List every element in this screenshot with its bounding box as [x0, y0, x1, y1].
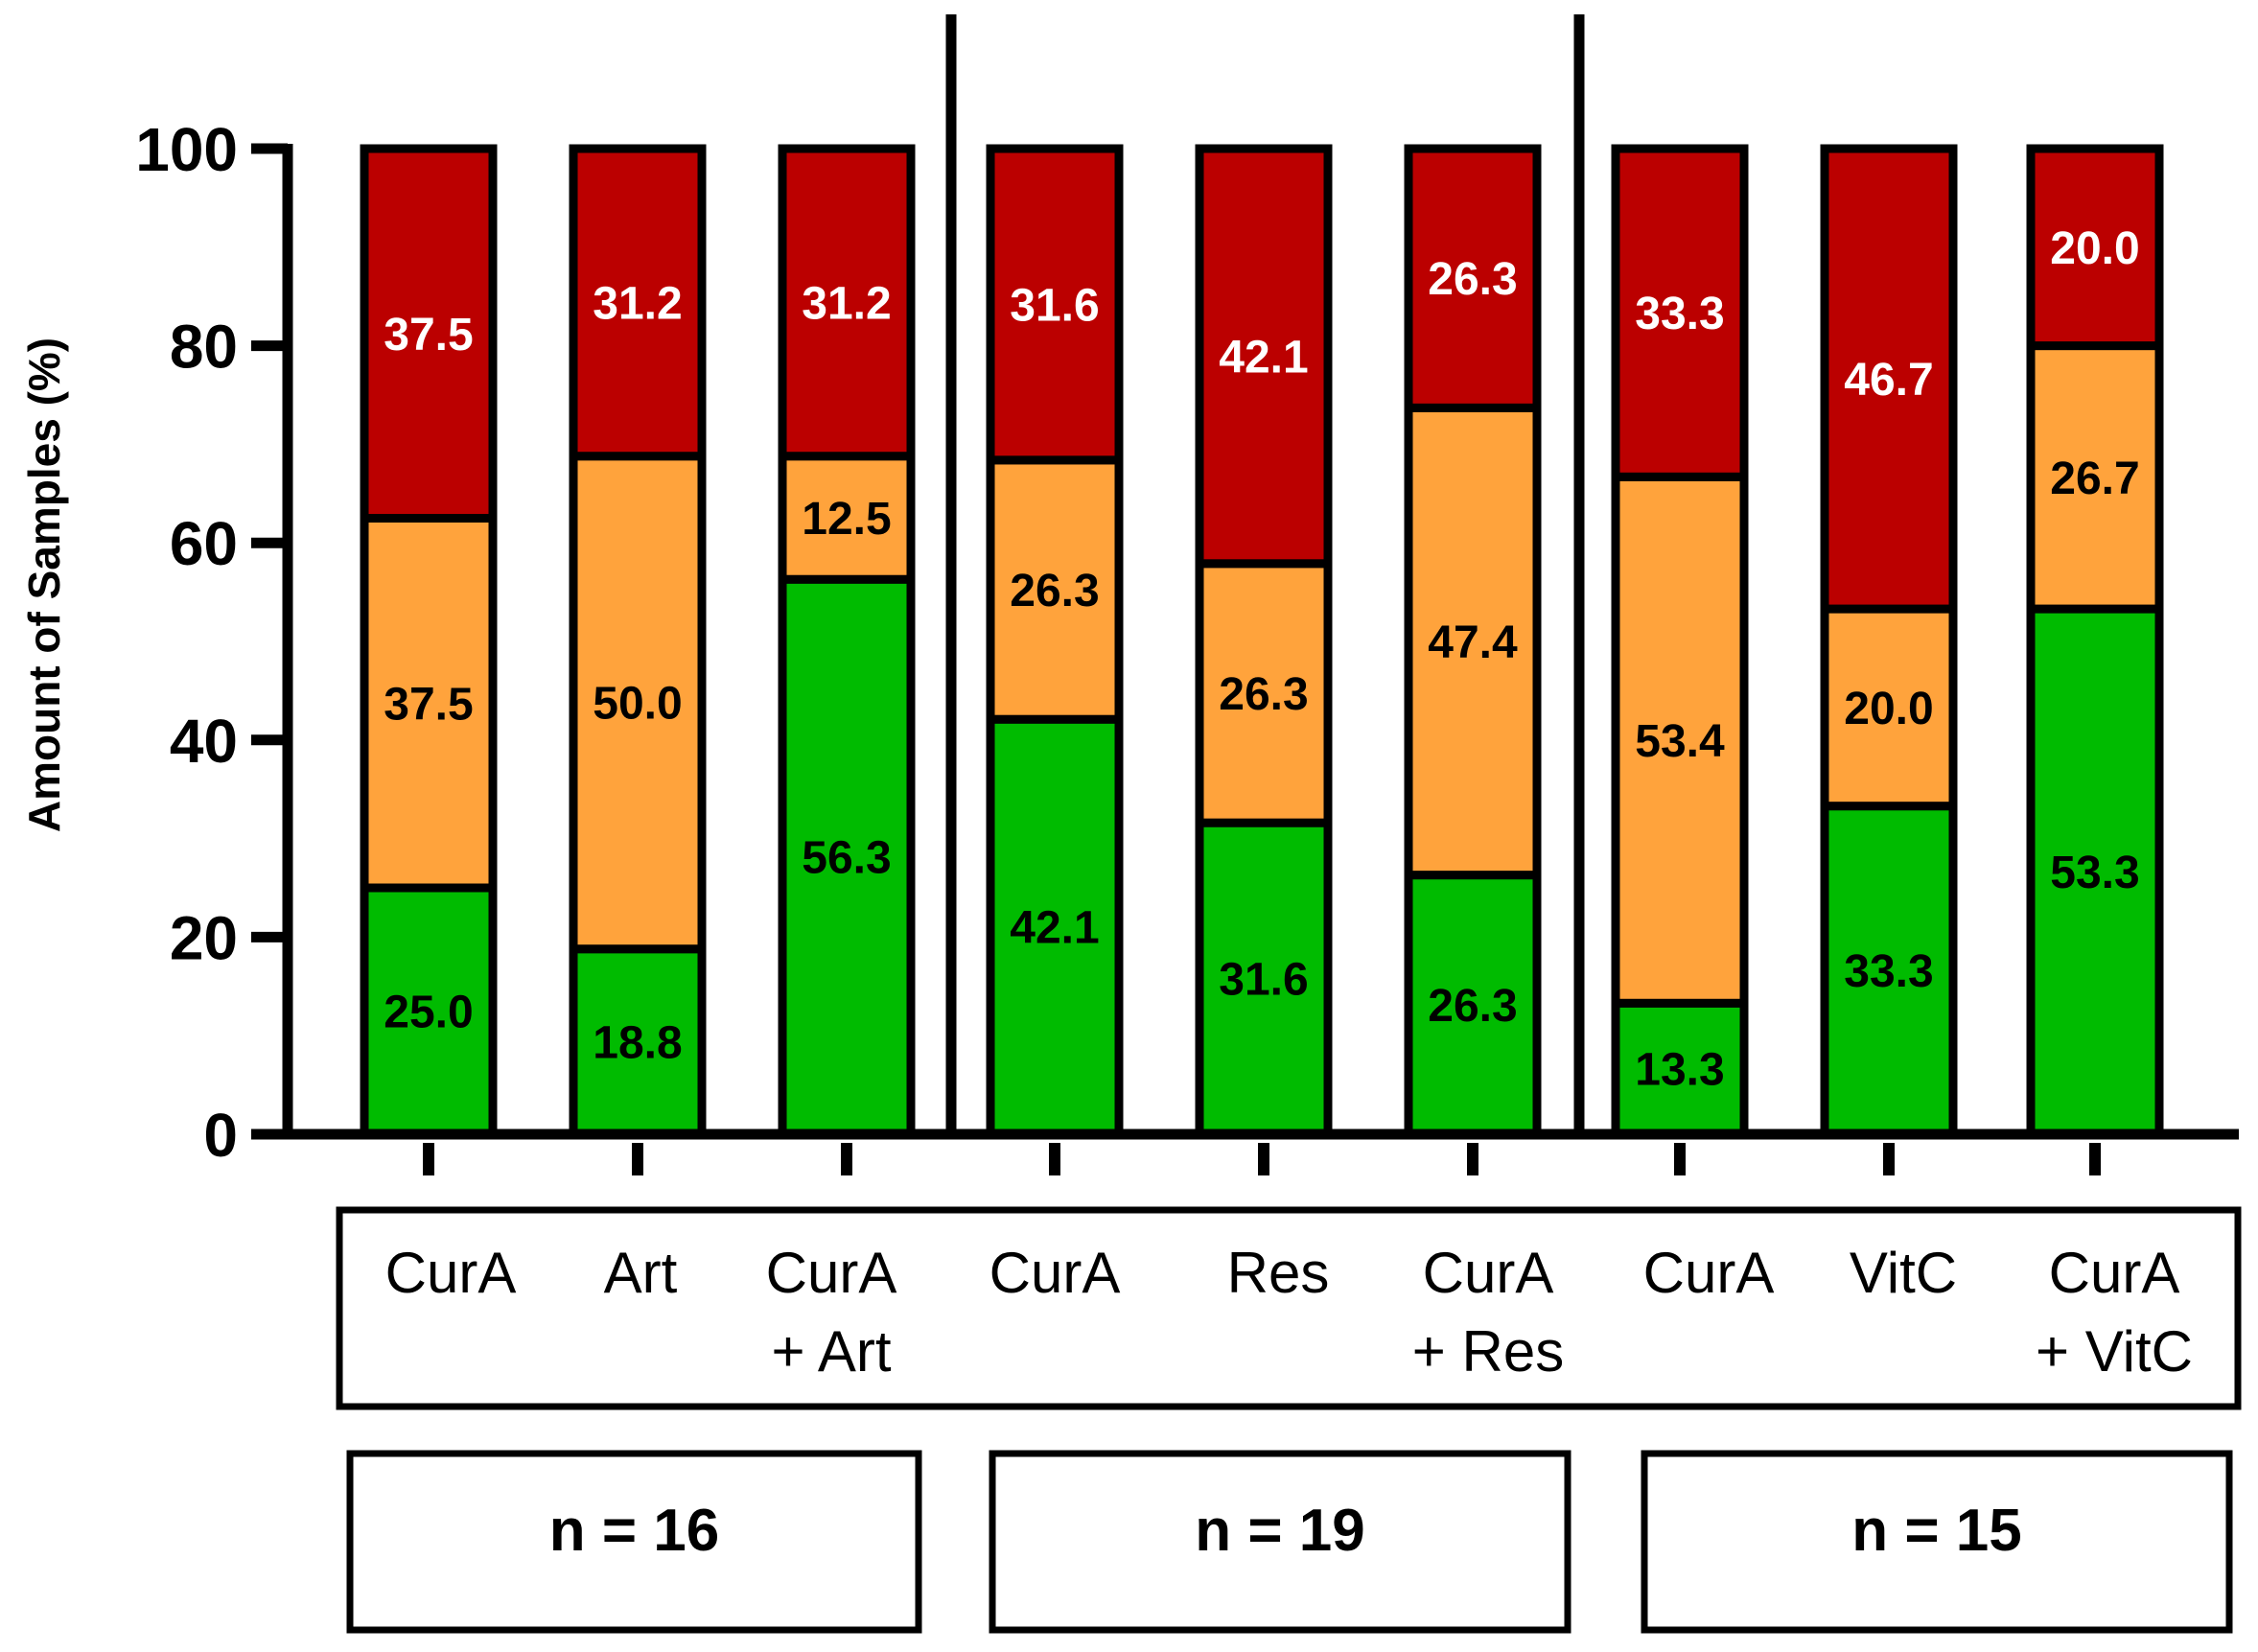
data-label-orange: 26.3 [1219, 669, 1308, 720]
category-label: + VitC [2036, 1319, 2193, 1384]
bar-7: 13.3 53.4 33.3 [1611, 144, 1749, 1139]
data-label-red: 37.5 [384, 310, 473, 361]
y-axis-title-group: Amount of Samples (%) [19, 337, 69, 832]
data-label-orange: 26.7 [2050, 454, 2139, 504]
data-label-green: 13.3 [1635, 1045, 1724, 1096]
data-label-green: 25.0 [384, 988, 473, 1038]
category-label: CurA [2049, 1241, 2180, 1305]
segment-orange [986, 455, 1124, 724]
data-label-orange: 20.0 [1844, 684, 1933, 734]
group-n-label: n = 19 [1195, 1498, 1365, 1564]
y-axis-title: Amount of Samples (%) [19, 337, 69, 832]
data-label-orange: 26.3 [1010, 566, 1099, 617]
bar-8: 33.3 20.0 46.7 [1820, 144, 1958, 1139]
category-label: CurA [989, 1241, 1121, 1305]
axes-layer [282, 14, 2239, 1175]
category-label: + Res [1412, 1319, 1564, 1384]
bar-1: 25.0 37.5 37.5 [360, 144, 498, 1139]
y-ticks-layer: 0 20 40 60 80 100 [135, 115, 288, 1170]
category-label: Res [1227, 1241, 1330, 1305]
data-label-green: 31.6 [1219, 955, 1308, 1006]
category-label: CurA [766, 1241, 897, 1305]
y-tick-label: 40 [170, 707, 238, 776]
bar-3: 56.3 12.5 31.2 [778, 144, 916, 1139]
data-label-green: 56.3 [802, 833, 891, 884]
data-label-red: 33.3 [1635, 289, 1724, 339]
group-box-3 [1641, 1450, 2233, 1634]
data-label-orange: 12.5 [802, 494, 891, 545]
category-box [336, 1206, 2242, 1410]
bars-layer: 25.0 37.5 37.5 18.8 50.0 31.2 56.3 12.5 31.2 42.1… [360, 144, 2164, 1139]
bar-5: 31.6 26.3 42.1 [1195, 144, 1333, 1139]
data-label-green: 42.1 [1010, 903, 1099, 954]
segment-orange [778, 452, 916, 584]
category-label: Art [604, 1241, 678, 1305]
segment-green [986, 714, 1124, 1139]
data-label-green: 18.8 [593, 1017, 682, 1068]
segment-red [360, 144, 498, 523]
y-tick-label: 20 [170, 903, 238, 972]
data-label-orange: 47.4 [1428, 617, 1518, 668]
data-label-orange: 53.4 [1635, 716, 1725, 767]
category-labels-layer: CurA Art CurA + Art CurA Res CurA + Res CurA VitC… [336, 1206, 2242, 1410]
data-label-orange: 37.5 [384, 679, 473, 730]
group-box-1 [346, 1450, 922, 1634]
group-n-label: n = 16 [549, 1498, 720, 1564]
category-label: + Art [771, 1319, 891, 1384]
data-label-red: 31.2 [593, 278, 682, 329]
data-label-green: 53.3 [2050, 848, 2139, 898]
data-label-green: 26.3 [1428, 981, 1517, 1032]
segment-orange [1404, 403, 1542, 880]
data-label-red: 26.3 [1428, 254, 1517, 305]
data-label-orange: 50.0 [593, 679, 682, 730]
data-label-red: 46.7 [1844, 355, 1933, 406]
segment-red [1820, 144, 1958, 614]
segment-red [1404, 144, 1542, 412]
segment-red [2026, 144, 2164, 351]
segment-orange [1611, 472, 1749, 1008]
bar-9: 53.3 26.7 20.0 [2026, 144, 2164, 1139]
y-tick-label: 80 [170, 313, 238, 382]
data-label-red: 20.0 [2050, 223, 2139, 274]
data-label-red: 42.1 [1219, 332, 1308, 383]
data-label-red: 31.6 [1010, 280, 1099, 331]
group-n-label: n = 15 [1851, 1498, 2022, 1564]
bar-2: 18.8 50.0 31.2 [569, 144, 707, 1139]
data-label-green: 33.3 [1844, 946, 1933, 997]
segment-red [986, 144, 1124, 465]
y-tick-label: 60 [170, 509, 238, 578]
bar-6: 26.3 47.4 26.3 [1404, 144, 1542, 1139]
category-label: CurA [1643, 1241, 1775, 1305]
bar-4: 42.1 26.3 31.6 [986, 144, 1124, 1139]
segment-green [569, 944, 707, 1139]
category-label: VitC [1850, 1241, 1957, 1305]
category-label: CurA [1423, 1241, 1554, 1305]
y-tick-label: 100 [135, 115, 238, 184]
segment-orange [360, 514, 498, 893]
y-tick-label: 0 [203, 1101, 238, 1170]
segment-red [569, 144, 707, 461]
data-label-red: 31.2 [802, 278, 891, 329]
segment-red [1611, 144, 1749, 481]
group-boxes-layer: n = 16 n = 19 n = 15 [346, 1450, 2233, 1634]
category-label: CurA [385, 1241, 517, 1305]
segment-red [1195, 144, 1333, 569]
segment-red [778, 144, 916, 461]
group-box-2 [989, 1450, 1571, 1634]
